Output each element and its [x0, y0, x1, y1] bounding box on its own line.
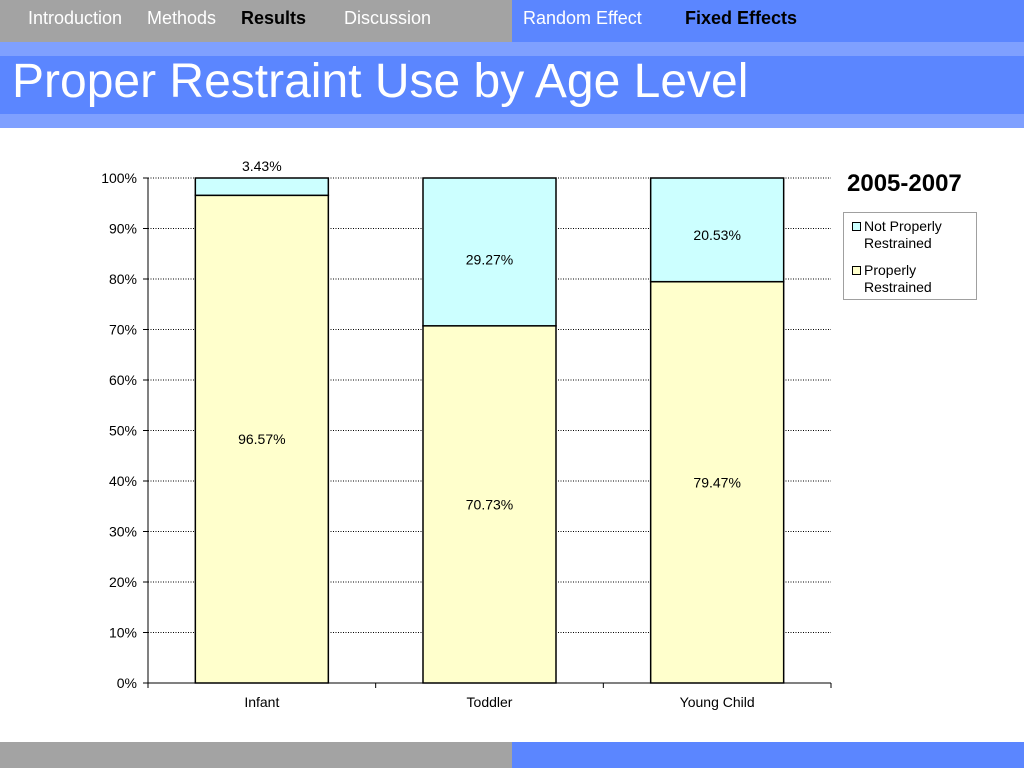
y-tick-label: 40%	[109, 473, 137, 489]
legend-swatch-not-properly-restrained	[852, 222, 861, 231]
footer-bar-left	[0, 742, 512, 768]
legend-label-line-2: Restrained	[864, 279, 932, 295]
legend-item-properly-restrained: Properly Restrained	[852, 262, 932, 296]
nav-bar-left: Introduction Methods Results Discussion	[0, 0, 512, 42]
page-title: Proper Restraint Use by Age Level	[12, 55, 749, 108]
data-label: 70.73%	[466, 496, 513, 512]
legend-item-not-properly-restrained: Not Properly Restrained	[852, 218, 942, 252]
legend-label-line-2: Restrained	[864, 235, 932, 251]
chart-legend: Not Properly Restrained Properly Restrai…	[843, 212, 977, 300]
y-tick-label: 10%	[109, 625, 137, 641]
chart-title: 2005-2007	[847, 170, 962, 197]
y-tick-label: 30%	[109, 524, 137, 540]
bar-segment-not-properly-restrained	[194, 177, 330, 197]
y-tick-label: 70%	[109, 322, 137, 338]
data-label: 29.27%	[466, 251, 513, 267]
nav-fixed-effects[interactable]: Fixed Effects	[685, 8, 798, 28]
y-tick-label: 90%	[109, 221, 137, 237]
bar-segment-properly-restrained	[649, 280, 785, 684]
data-label: 3.43%	[242, 158, 282, 174]
nav-discussion[interactable]: Discussion	[344, 8, 432, 28]
y-tick-label: 0%	[117, 675, 137, 691]
y-tick-label: 60%	[109, 372, 137, 388]
bar-segment-not-properly-restrained	[649, 177, 785, 283]
y-tick-label: 20%	[109, 574, 137, 590]
y-tick-label: 50%	[109, 423, 137, 439]
legend-swatch-properly-restrained	[852, 266, 861, 275]
nav-methods[interactable]: Methods	[147, 8, 217, 28]
data-label: 79.47%	[693, 474, 740, 490]
data-label: 20.53%	[693, 227, 740, 243]
bar-segment-properly-restrained	[194, 194, 330, 684]
x-tick-label: Toddler	[467, 694, 513, 710]
title-strip-bottom	[0, 114, 1024, 128]
legend-label-line-1: Properly	[864, 262, 917, 278]
bar-segment-not-properly-restrained	[422, 177, 557, 327]
y-tick-label: 80%	[109, 271, 137, 287]
footer-bar-right	[512, 742, 1024, 768]
nav-bar-right: Random Effect Fixed Effects	[512, 0, 1024, 42]
nav-random-effect[interactable]: Random Effect	[523, 8, 642, 28]
legend-label-line-1: Not Properly	[864, 218, 942, 234]
x-tick-label: Young Child	[680, 694, 755, 710]
y-tick-label: 100%	[101, 170, 137, 186]
nav-introduction[interactable]: Introduction	[28, 8, 123, 28]
data-label: 96.57%	[238, 431, 285, 447]
nav-results[interactable]: Results	[241, 8, 307, 28]
title-strip-top	[0, 42, 1024, 56]
title-band	[0, 56, 1024, 114]
x-tick-label: Infant	[244, 694, 279, 710]
